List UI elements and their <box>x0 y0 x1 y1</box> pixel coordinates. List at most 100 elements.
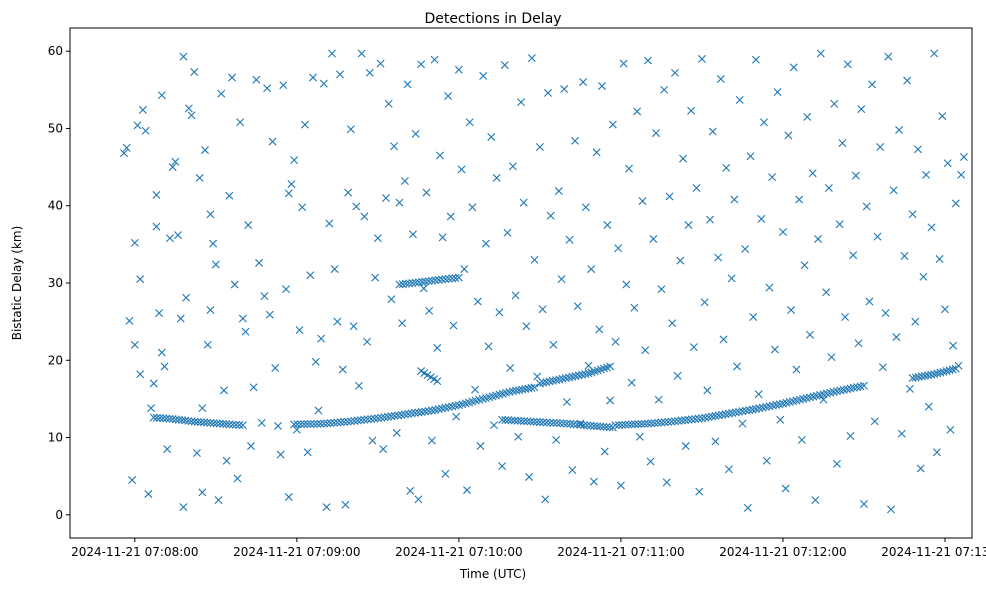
track-point <box>424 406 433 415</box>
data-point <box>157 91 166 100</box>
data-point <box>795 195 804 204</box>
data-point <box>157 348 166 357</box>
data-point <box>508 162 517 171</box>
track-point <box>539 378 548 387</box>
data-point <box>309 73 318 82</box>
data-point <box>384 99 393 108</box>
data-point <box>784 131 793 140</box>
data-point <box>722 163 731 172</box>
track-point <box>687 415 696 424</box>
track-point <box>526 417 535 426</box>
data-point <box>562 398 571 406</box>
track-point <box>708 412 717 421</box>
track-point <box>670 417 679 426</box>
track-point <box>433 377 442 386</box>
data-point <box>192 449 201 457</box>
data-point <box>805 330 814 339</box>
data-point <box>136 370 145 379</box>
track-point <box>681 416 690 425</box>
data-point <box>449 321 458 330</box>
track-point <box>621 420 630 429</box>
track-point <box>724 409 733 418</box>
track-point <box>714 411 723 420</box>
data-point <box>338 365 347 374</box>
track-point <box>697 414 706 423</box>
track-point <box>738 407 747 416</box>
data-point <box>517 98 525 107</box>
y-axis-title: Bistatic Delay (km) <box>10 226 24 341</box>
track-point <box>421 277 430 286</box>
data-point <box>652 129 661 138</box>
track-point <box>596 422 605 431</box>
plot-area <box>69 27 973 539</box>
track-point <box>637 419 646 428</box>
data-point <box>886 505 895 514</box>
data-point <box>438 233 447 242</box>
track-point <box>405 279 414 288</box>
data-point <box>246 442 255 451</box>
data-point <box>822 288 831 297</box>
data-point <box>614 244 623 253</box>
track-point <box>939 367 948 376</box>
data-point <box>490 421 498 430</box>
track-point <box>640 419 649 428</box>
data-point <box>479 71 488 80</box>
data-point <box>317 334 326 343</box>
track-point <box>373 414 382 423</box>
track-point <box>367 415 376 423</box>
data-point <box>457 165 466 174</box>
data-point <box>400 177 409 185</box>
data-point <box>552 435 561 444</box>
data-point <box>633 107 642 116</box>
track-point <box>599 422 608 431</box>
track-point <box>209 419 218 428</box>
data-point <box>225 191 234 200</box>
x-tick-label: 2024-11-21 07:11:00 <box>557 545 684 559</box>
data-point <box>425 306 434 315</box>
data-point <box>125 316 134 325</box>
track-point <box>657 418 666 427</box>
track-point <box>741 406 750 415</box>
data-point <box>762 456 771 465</box>
data-point <box>373 234 382 243</box>
data-point <box>287 180 296 189</box>
data-point <box>835 220 844 229</box>
track-point <box>571 372 580 381</box>
data-point <box>760 118 769 127</box>
track-point <box>357 416 365 425</box>
data-point <box>706 215 715 224</box>
data-point <box>174 231 183 240</box>
track-point <box>353 416 362 425</box>
data-point <box>627 378 636 387</box>
track-point <box>414 408 423 417</box>
data-point <box>959 153 968 162</box>
data-point <box>646 457 655 466</box>
track-point <box>319 419 328 428</box>
data-point <box>670 68 679 77</box>
track-point <box>951 364 960 373</box>
data-point <box>473 297 482 306</box>
data-point <box>730 195 739 204</box>
track-point <box>704 413 713 422</box>
track-point <box>660 418 669 427</box>
x-axis-title: Time (UTC) <box>459 567 526 581</box>
track-point <box>290 420 299 429</box>
track-point <box>701 413 710 422</box>
data-point <box>892 333 901 342</box>
data-point <box>789 63 798 72</box>
track-point <box>232 420 241 429</box>
data-point <box>935 255 944 264</box>
track-point <box>390 411 399 420</box>
data-point <box>778 228 787 236</box>
data-point <box>565 235 574 244</box>
data-point <box>300 120 309 129</box>
data-point <box>522 322 531 331</box>
data-point <box>938 112 947 121</box>
data-point <box>201 146 210 155</box>
data-point <box>141 126 150 135</box>
track-point <box>529 417 538 426</box>
data-point <box>403 80 412 89</box>
data-point <box>719 335 728 344</box>
data-point <box>770 345 779 354</box>
track-point <box>156 413 165 422</box>
